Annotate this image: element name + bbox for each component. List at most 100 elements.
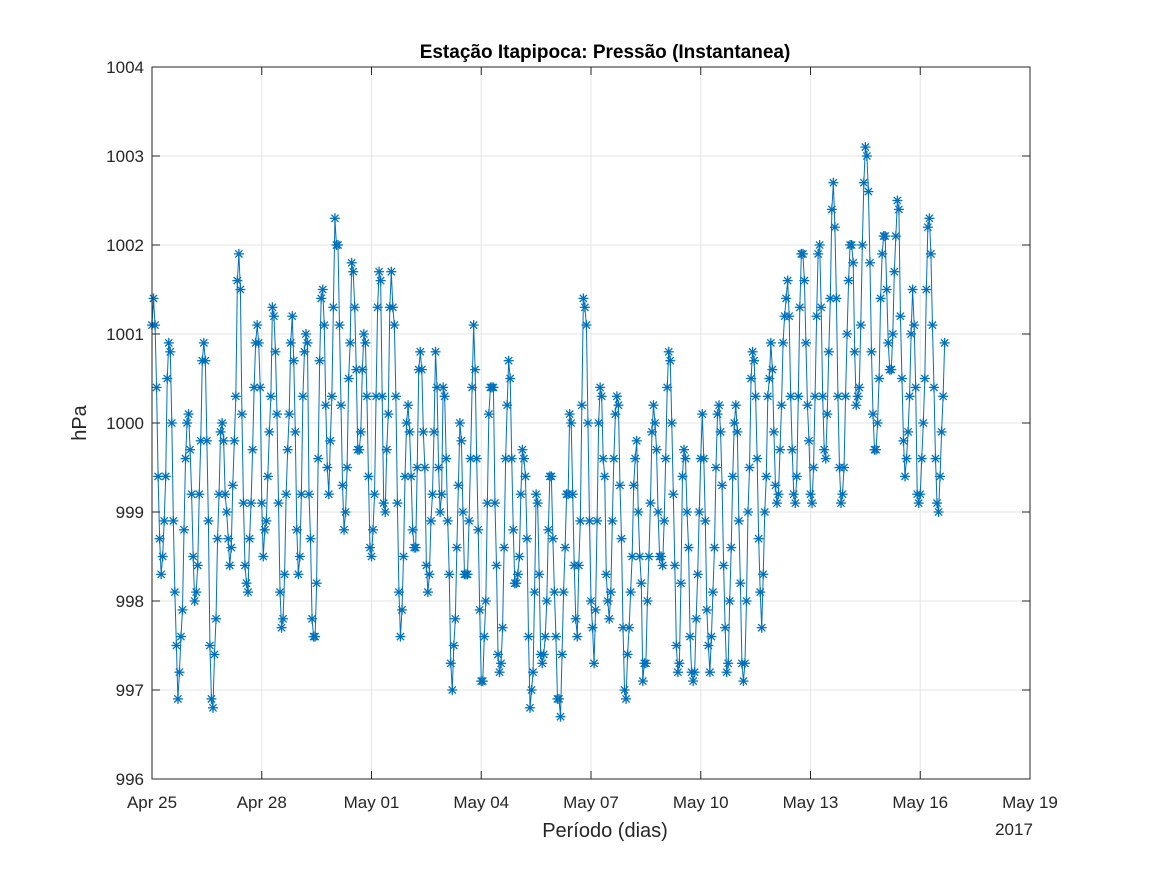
data-point (395, 631, 406, 642)
data-point (698, 453, 709, 464)
data-point (756, 622, 767, 633)
data-point (320, 400, 331, 411)
data-point (436, 489, 447, 500)
data-point (598, 453, 609, 464)
data-point (247, 444, 258, 455)
data-point (346, 257, 357, 268)
data-point (642, 596, 653, 606)
data-point (221, 507, 232, 517)
data-point (235, 284, 246, 295)
data-point (741, 596, 752, 606)
data-point (665, 355, 676, 366)
data-point (808, 462, 819, 473)
y-tick-label: 1002 (106, 236, 144, 255)
data-point (781, 293, 792, 304)
data-point (256, 498, 267, 509)
data-point (614, 480, 625, 491)
data-point (441, 453, 452, 464)
x-tick-label: May 10 (673, 793, 729, 812)
data-point (831, 293, 842, 304)
data-point (755, 587, 766, 598)
data-point (313, 453, 324, 464)
data-point (203, 515, 214, 526)
y-tick-label: 999 (116, 503, 144, 522)
data-point (724, 596, 735, 606)
data-point (340, 507, 351, 517)
data-point (547, 533, 558, 544)
data-point (278, 613, 289, 624)
data-point (645, 498, 656, 509)
data-point (560, 542, 571, 553)
data-point (322, 462, 333, 473)
data-point (656, 551, 667, 562)
data-point (336, 400, 347, 411)
data-point (672, 667, 683, 678)
data-point (659, 515, 670, 526)
x-axis-year-label: 2017 (995, 820, 1033, 839)
data-point (733, 515, 744, 526)
data-point (721, 667, 732, 678)
data-point (453, 480, 464, 491)
data-point (424, 569, 435, 580)
data-point (653, 507, 664, 517)
data-point (160, 471, 171, 482)
y-tick-label: 997 (116, 681, 144, 700)
series-layer (147, 142, 950, 722)
data-point (302, 337, 313, 348)
data-point (747, 346, 758, 357)
data-point (621, 693, 632, 704)
data-point (872, 418, 883, 428)
data-point (500, 453, 511, 464)
data-point (206, 693, 217, 704)
data-point (418, 426, 429, 437)
data-point (739, 658, 750, 669)
x-tick-label: May 04 (453, 793, 509, 812)
data-point (915, 489, 926, 500)
y-tick-label: 1000 (106, 414, 144, 433)
data-point (493, 649, 504, 660)
data-point (473, 524, 484, 535)
data-point (403, 400, 414, 411)
data-point (515, 489, 526, 500)
data-point (918, 418, 929, 428)
data-point (415, 346, 426, 357)
data-point (400, 471, 411, 482)
data-point (339, 524, 350, 535)
data-point (829, 222, 840, 233)
data-point (622, 649, 633, 660)
data-point (285, 337, 296, 348)
data-point (480, 596, 491, 606)
data-point (854, 382, 865, 393)
data-point (650, 418, 661, 428)
data-point (791, 471, 802, 482)
data-point (328, 302, 339, 313)
data-point (758, 569, 769, 580)
data-point (305, 533, 316, 544)
data-point (660, 453, 671, 464)
data-point (534, 569, 545, 580)
data-point (608, 453, 619, 464)
data-point (682, 507, 693, 517)
data-point (593, 418, 604, 428)
data-point (439, 391, 450, 402)
data-point (723, 658, 734, 669)
data-point (877, 248, 888, 259)
data-point (479, 631, 490, 642)
data-point (634, 551, 645, 562)
data-point (207, 702, 218, 713)
data-point (447, 685, 458, 695)
data-point (387, 302, 398, 313)
data-point (311, 578, 322, 589)
data-point (566, 418, 577, 428)
data-point (179, 524, 190, 535)
data-point (896, 373, 907, 384)
data-point (768, 426, 779, 437)
data-point (531, 489, 542, 500)
data-point (291, 524, 302, 535)
data-point (217, 418, 228, 428)
data-point (893, 204, 904, 215)
data-point (663, 346, 674, 357)
data-point (590, 604, 601, 615)
data-point (316, 293, 327, 304)
data-point (541, 596, 552, 606)
